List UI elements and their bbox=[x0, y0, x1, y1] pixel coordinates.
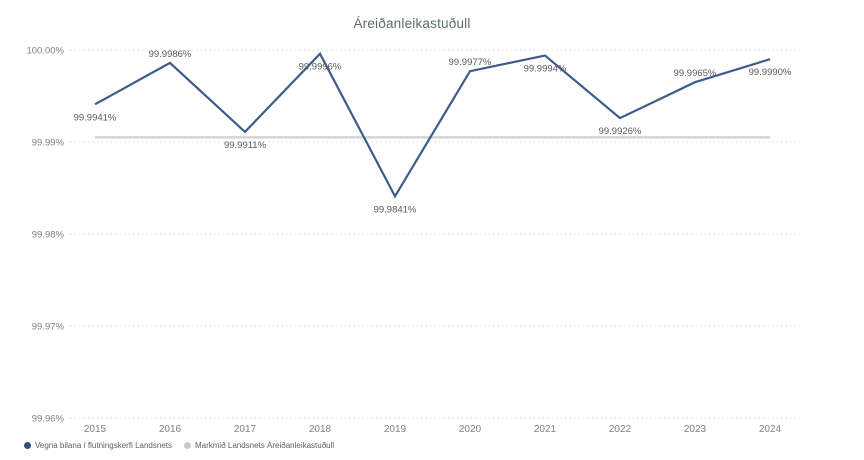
y-axis-tick-label: 99.98% bbox=[32, 230, 65, 241]
series-line[interactable] bbox=[94, 51, 771, 199]
x-axis-tick-label: 2017 bbox=[234, 424, 257, 435]
x-axis-tick-label: 2019 bbox=[384, 424, 407, 435]
legend-target-label: Markmið Landsnets Áreiðanleikastuðull bbox=[194, 441, 335, 450]
data-label: 99.9941% bbox=[74, 112, 117, 123]
target-legend-dot-icon bbox=[183, 442, 191, 449]
data-label: 99.9926% bbox=[599, 126, 642, 137]
y-axis-tick-label: 100.00% bbox=[26, 46, 64, 57]
y-axis-tick-label: 99.97% bbox=[32, 322, 65, 333]
x-axis-tick-label: 2018 bbox=[309, 424, 332, 435]
data-label: 99.9994% bbox=[524, 64, 567, 75]
x-axis-tick-label: 2022 bbox=[609, 424, 632, 435]
x-axis-tick-label: 2021 bbox=[534, 424, 557, 435]
legend: Vegna bilana í flutningskerfi Landsnets … bbox=[24, 441, 334, 450]
series-legend-dot-icon bbox=[24, 442, 31, 449]
x-axis-tick-label: 2020 bbox=[459, 424, 482, 435]
x-axis-tick-label: 2023 bbox=[684, 424, 707, 435]
data-label: 99.9841% bbox=[374, 204, 417, 215]
x-axis-tick-label: 2015 bbox=[84, 424, 107, 435]
data-label: 99.9996% bbox=[299, 62, 342, 73]
data-label: 99.9965% bbox=[674, 68, 717, 79]
legend-series-label: Vegna bilana í flutningskerfi Landsnets bbox=[35, 441, 172, 450]
data-label: 99.9977% bbox=[449, 57, 492, 68]
y-axis-tick-label: 99.99% bbox=[32, 138, 65, 149]
x-axis-tick-label: 2016 bbox=[159, 424, 182, 435]
data-label: 99.9911% bbox=[224, 140, 267, 151]
legend-item-target[interactable]: Markmið Landsnets Áreiðanleikastuðull bbox=[183, 441, 335, 450]
data-label: 99.9990% bbox=[749, 67, 792, 78]
x-axis-tick-label: 2024 bbox=[759, 424, 782, 435]
chart-title: Áreiðanleikastuðull bbox=[353, 16, 471, 31]
data-label: 99.9986% bbox=[149, 49, 192, 60]
y-axis-tick-label: 99.96% bbox=[32, 414, 65, 425]
legend-item-series[interactable]: Vegna bilana í flutningskerfi Landsnets bbox=[24, 441, 172, 450]
